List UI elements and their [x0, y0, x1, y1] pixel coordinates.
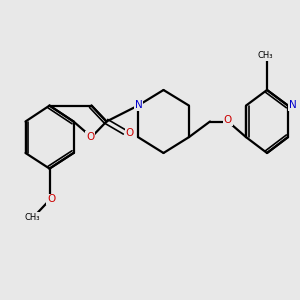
Text: N: N: [135, 100, 142, 110]
Text: O: O: [224, 115, 232, 125]
Text: O: O: [47, 194, 55, 205]
Text: CH₃: CH₃: [24, 213, 40, 222]
Text: O: O: [126, 128, 134, 139]
Text: CH₃: CH₃: [258, 51, 273, 60]
Text: O: O: [86, 132, 94, 142]
Text: N: N: [289, 100, 297, 110]
